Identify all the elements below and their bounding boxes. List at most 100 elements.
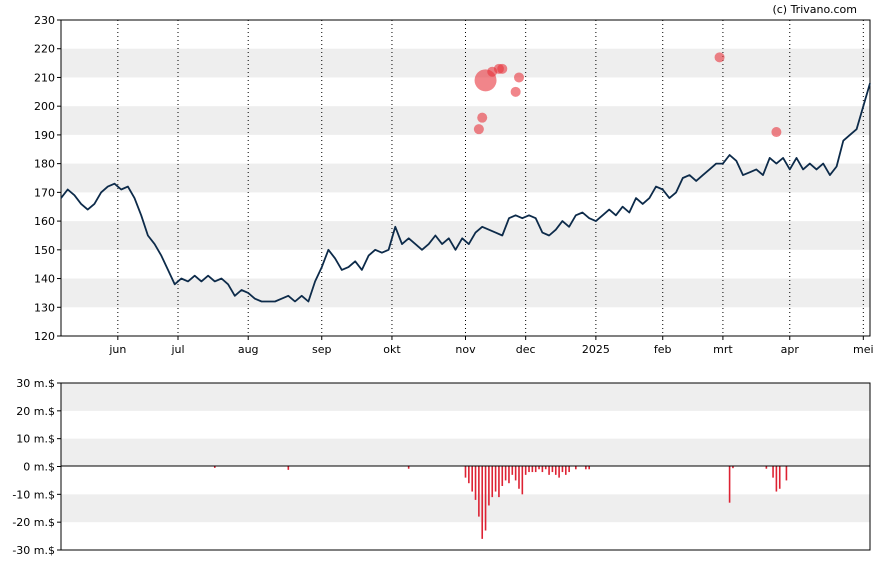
price-y-axis-ticks: 120 130 140 150 160 170 180 190 200 210 220 230 [34,14,61,343]
volume-band [61,383,870,411]
price-x-tick-label: jun [108,343,126,356]
volume-bar [785,466,788,481]
volume-bar [518,466,520,489]
price-event-marker [513,72,524,83]
price-y-tick-label: 180 [34,158,55,171]
volume-y-tick-label: 20 m.$ [16,405,55,418]
price-x-tick-label: jul [170,343,184,356]
price-x-tick-label: dec [516,343,536,356]
volume-bar [561,466,564,473]
volume-bar [471,466,473,492]
volume-y-tick-label: -10 m.$ [12,488,55,501]
volume-bar [514,466,517,481]
price-x-tick-label: aug [238,343,259,356]
volume-bar [488,466,490,506]
volume-bar [588,466,590,470]
volume-bar [524,466,527,475]
volume-bar [498,466,500,498]
volume-bar [534,466,537,473]
price-y-tick-label: 190 [34,129,55,142]
volume-bar [504,466,507,481]
price-x-tick-label: 2025 [582,343,610,356]
volume-bars [213,466,788,539]
price-event-markers [473,52,782,138]
volume-bar [407,466,410,469]
price-y-tick-label: 150 [34,244,55,257]
price-x-tick-label: nov [455,343,476,356]
volume-band [61,494,870,523]
volume-bar [728,466,731,503]
price-event-marker [473,124,484,135]
price-x-tick-label: mei [853,343,874,356]
price-y-tick-label: 120 [34,330,55,343]
price-y-tick-label: 220 [34,43,55,56]
price-x-tick-label: sep [312,343,331,356]
volume-bar [772,466,774,478]
volume-bar [554,466,557,475]
volume-bar [564,466,567,475]
volume-y-tick-label: 10 m.$ [16,433,55,446]
volume-bar [468,466,470,484]
price-event-marker [477,112,488,123]
price-event-marker [771,127,782,138]
volume-bar [287,466,290,470]
volume-bar [501,466,504,486]
price-y-tick-label: 170 [34,186,55,199]
volume-bar [478,466,480,517]
price-x-axis-ticks: jun jul aug sep okt nov dec 2025 feb mrt apr mei [108,336,874,356]
volume-bar [213,466,216,468]
volume-bar [575,466,577,470]
volume-bar [531,466,534,473]
volume-bar [521,466,524,495]
price-series-line [60,82,871,303]
volume-bar [558,466,560,478]
price-y-tick-label: 160 [34,215,55,228]
volume-y-axis-ticks: -30 m.$ -20 m.$ -10 m.$ 0 m.$ 10 m.$ 20 m.$ 30… [12,377,61,557]
volume-y-tick-label: -20 m.$ [12,516,55,529]
volume-bar [538,466,540,470]
volume-bar [585,466,587,470]
volume-bar [491,466,494,498]
price-y-tick-label: 210 [34,71,55,84]
price-event-marker [497,63,508,74]
price-band [61,48,870,78]
volume-bar [544,466,547,470]
volume-bar [568,466,570,473]
volume-bar [528,466,530,473]
volume-band [61,438,870,467]
volume-bar [474,466,477,500]
price-y-tick-label: 140 [34,273,55,286]
volume-panel: -30 m.$ -20 m.$ -10 m.$ 0 m.$ 10 m.$ 20 m.$ 30… [12,377,871,557]
copyright-label: (c) Trivano.com [772,3,857,16]
price-band [61,221,870,250]
volume-bar [481,466,484,539]
volume-bar [765,466,768,469]
volume-y-tick-label: -30 m.$ [12,544,55,557]
price-x-tick-label: apr [781,343,800,356]
price-panel: 120 130 140 150 160 170 180 190 200 210 220 230 jun… [34,14,874,356]
price-x-tick-label: mrt [713,343,733,356]
volume-y-tick-label: 30 m.$ [16,377,55,390]
price-vertical-gridlines [117,20,864,336]
volume-bar [551,466,554,473]
price-x-tick-label: okt [383,343,401,356]
volume-bar [508,466,510,484]
price-y-tick-label: 230 [34,14,55,27]
volume-bar [778,466,781,489]
price-x-tick-label: feb [654,343,672,356]
price-event-marker [510,86,521,97]
volume-bar [511,466,514,475]
price-y-tick-label: 200 [34,100,55,113]
volume-bar [732,466,734,469]
volume-bar [541,466,544,473]
volume-bar [548,466,550,475]
volume-grid-bands [61,383,870,523]
volume-bar [484,466,487,531]
volume-bar [775,466,778,492]
volume-bar [464,466,467,478]
price-event-marker [714,52,725,63]
price-y-tick-label: 130 [34,301,55,314]
volume-bar [494,466,497,492]
volume-y-tick-label: 0 m.$ [23,461,55,474]
